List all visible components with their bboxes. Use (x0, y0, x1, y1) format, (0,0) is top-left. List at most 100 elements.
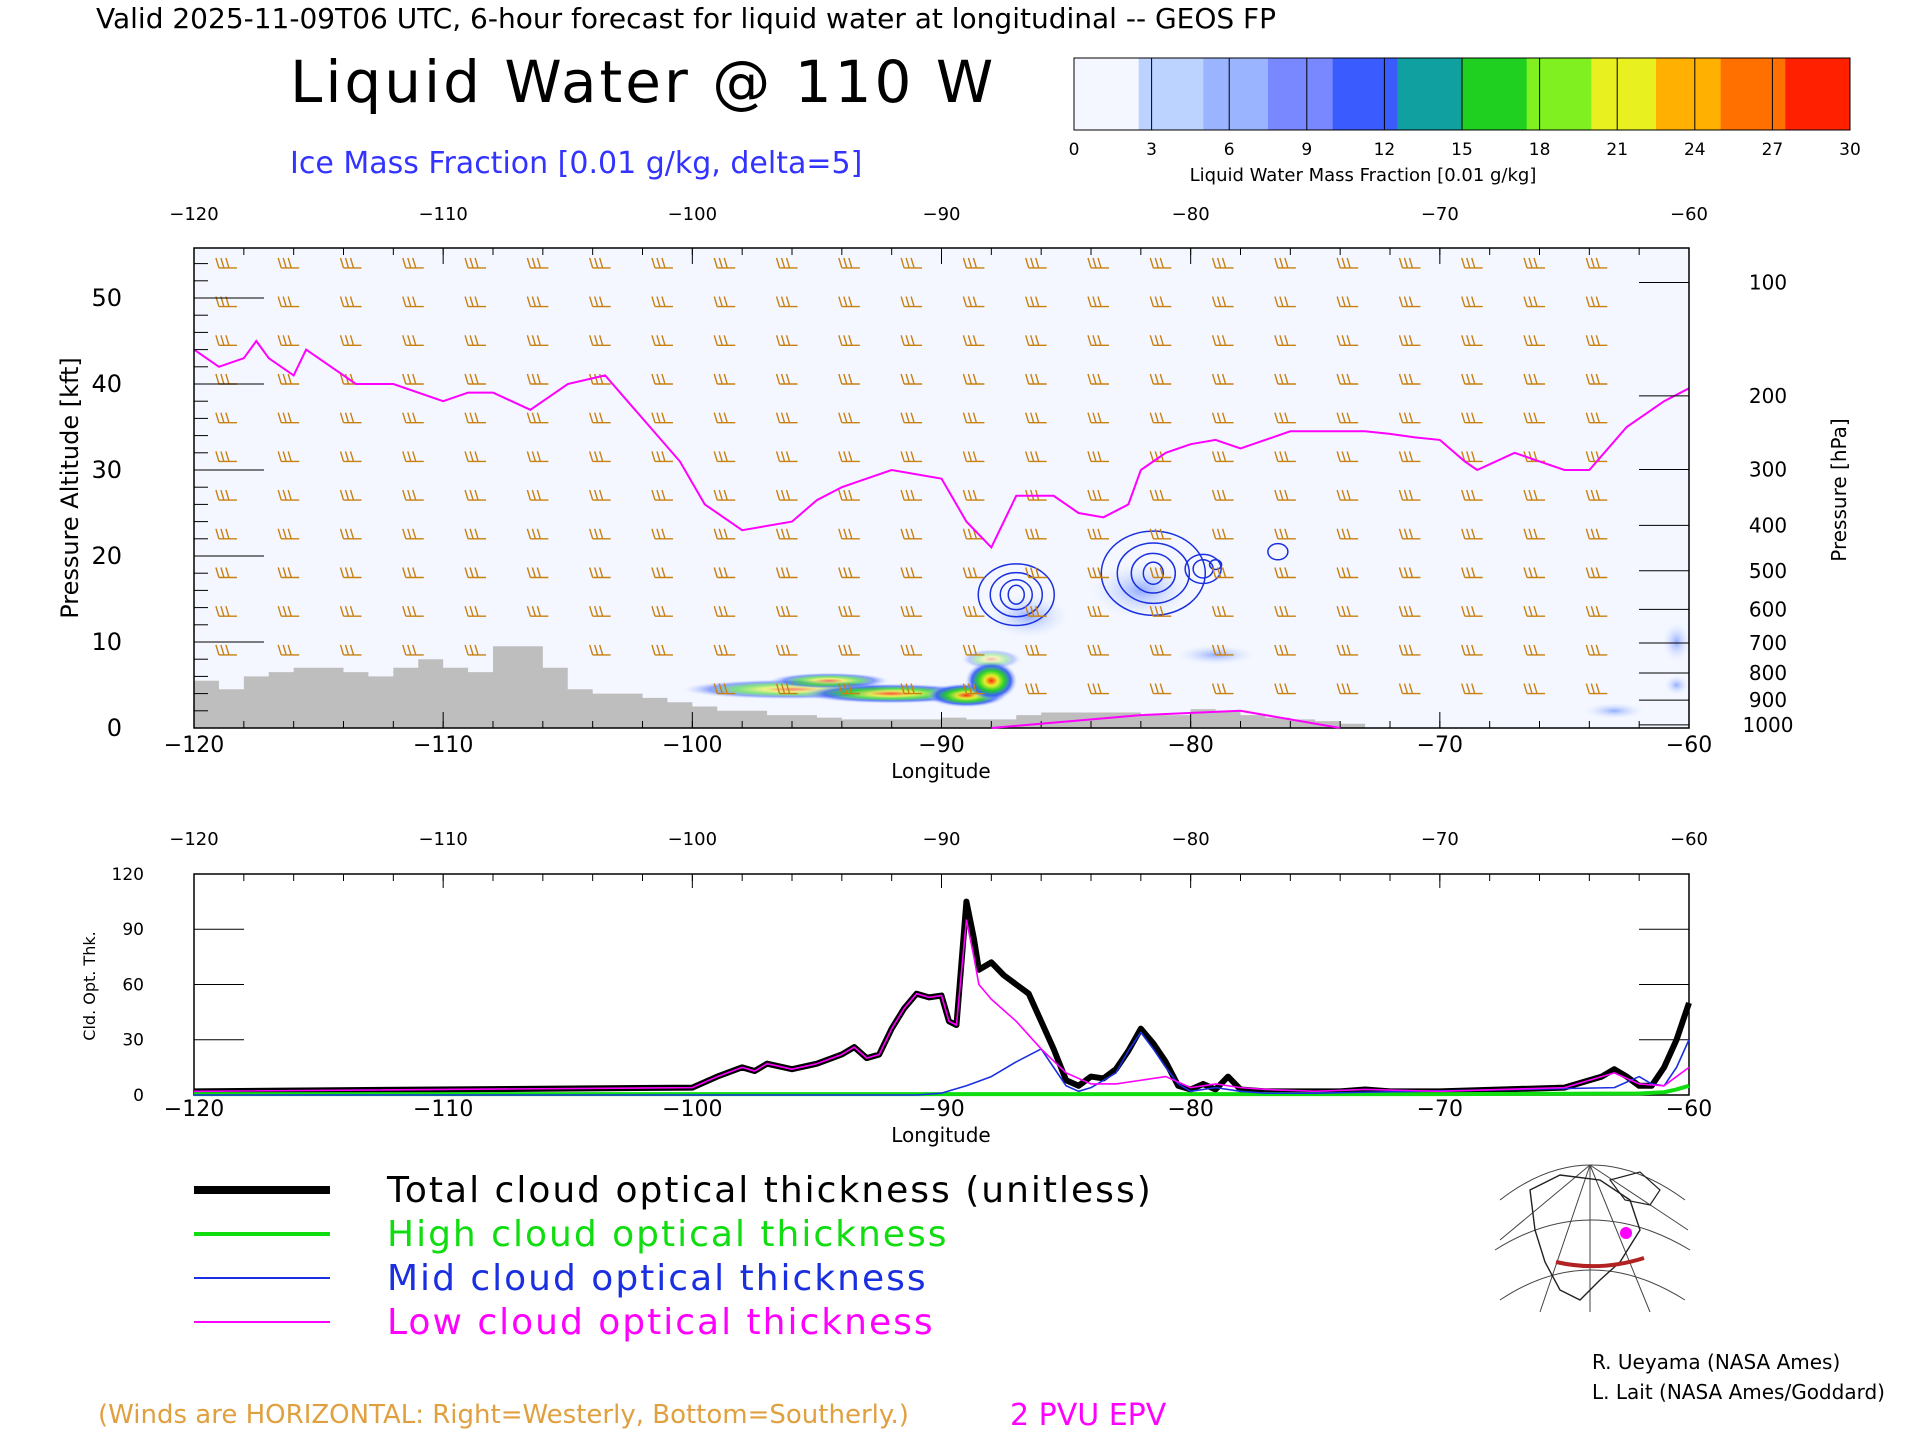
cross-section-top-tick-label: −70 (1421, 204, 1459, 225)
pvu-note: 2 PVU EPV (1010, 1398, 1167, 1433)
wind-barb-icon (402, 567, 424, 579)
wind-barb-icon (526, 296, 549, 308)
wind-barb-icon (1336, 373, 1359, 385)
ice-contour (1007, 584, 1025, 605)
cross-section-top-tick-label: −110 (418, 204, 467, 225)
wind-barb-icon (962, 412, 985, 424)
wind-barb-icon (1149, 335, 1172, 346)
wind-barb-icon (1087, 257, 1109, 269)
wind-barb-icon (651, 412, 673, 424)
wind-barb-icon (775, 605, 798, 617)
wind-barb-icon (1336, 335, 1359, 346)
wind-barb-icon (962, 451, 985, 463)
wind-barb-icon (1523, 373, 1546, 385)
wind-barb-icon (1398, 451, 1421, 463)
legend-label-high: High cloud optical thickness (387, 1214, 949, 1255)
wind-barb-icon (775, 567, 798, 579)
wind-barb-icon (526, 605, 549, 617)
wind-barb-icon (277, 296, 300, 308)
ice-field-blob (1584, 702, 1645, 719)
wind-barb-icon (526, 373, 549, 385)
wind-barb-icon (1523, 335, 1546, 346)
wind-barb-icon (1585, 412, 1608, 424)
wind-barb-icon (215, 296, 237, 308)
wind-barb-icon (1461, 412, 1483, 424)
wind-barb-icon (1211, 605, 1234, 617)
wind-barb-icon (775, 451, 798, 463)
wind-barb-icon (277, 451, 300, 463)
wind-barb-icon (402, 257, 424, 269)
wind-barb-icon (588, 257, 611, 269)
colorbar-tick-label: 9 (1301, 140, 1312, 160)
wind-barb-icon (713, 567, 736, 579)
wind-barb-icon (402, 296, 424, 308)
optical-thickness-x-tick-label: −110 (413, 1097, 473, 1122)
wind-barb-icon (1025, 257, 1047, 269)
wind-barb-icon (1585, 605, 1608, 617)
pressure-tick-label: 100 (1749, 270, 1787, 294)
legend: Total cloud optical thickness (unitless)… (190, 1170, 1210, 1370)
wind-barb-icon (1461, 528, 1483, 540)
cross-section-x-tick-label: −70 (1417, 733, 1463, 758)
wind-barb-icon (900, 489, 923, 501)
wind-barb-icon (713, 451, 736, 463)
wind-barb-icon (1025, 373, 1047, 385)
wind-barb-icon (1336, 528, 1359, 540)
wind-barb-icon (1398, 296, 1421, 308)
colorbar-segment (1397, 58, 1463, 130)
cross-section-top-tick-label: −90 (923, 204, 961, 225)
wind-barb-icon (1461, 373, 1483, 385)
wind-barb-icon (402, 528, 424, 540)
wind-barb-icon (1211, 412, 1234, 424)
wind-barb-icon (1211, 296, 1234, 308)
wind-barb-icon (588, 335, 611, 346)
epv-2pvu-line (193, 339, 1690, 550)
cross-section-xlabel: Longitude (891, 759, 990, 783)
wind-barb-icon (900, 412, 923, 424)
wind-barb-icon (962, 257, 985, 269)
wind-barb-icon (1274, 605, 1296, 617)
wind-barb-icon (838, 683, 860, 695)
wind-barb-icon (277, 605, 300, 617)
wind-barb-icon (1398, 644, 1421, 656)
wind-barb-icon (1585, 683, 1608, 695)
wind-barb-icon (526, 567, 549, 579)
terrain (194, 646, 1366, 728)
wind-barb-icon (1523, 567, 1546, 579)
colorbar-segment (1526, 58, 1592, 130)
colorbar-segment (1332, 58, 1398, 130)
optical-thickness-top-tick-label: −100 (668, 829, 717, 850)
wind-barb-icon (1087, 412, 1109, 424)
cross-section-x-tick-label: −100 (662, 733, 722, 758)
wind-barb-icon (215, 335, 237, 346)
wind-barb-icon (775, 257, 798, 269)
wind-barb-icon (526, 489, 549, 501)
colorbar-tick-label: 18 (1529, 140, 1551, 160)
optical-thickness-top-tick-label: −80 (1172, 829, 1210, 850)
wind-barb-icon (713, 335, 736, 346)
legend-label-total: Total cloud optical thickness (unitless) (387, 1170, 1153, 1211)
wind-barb-icon (339, 644, 362, 656)
optical-thickness-lines (193, 898, 1692, 1097)
wind-barb-icon (713, 489, 736, 501)
wind-barb-icon (838, 644, 860, 656)
wind-barb-icon (402, 412, 424, 424)
cross-section-x-tick-label: −90 (918, 733, 964, 758)
wind-barb-icon (900, 567, 923, 579)
wind-barb-icon (838, 257, 860, 269)
wind-barb-icon (1274, 335, 1296, 346)
pressure-tick-label: 600 (1749, 597, 1787, 621)
location-marker-icon (1620, 1227, 1632, 1239)
wind-barb-icon (1274, 412, 1296, 424)
wind-barb-icon (1398, 683, 1421, 695)
wind-barb-icon (339, 373, 362, 385)
cross-section-ylabel: Pressure Altitude [kft] (56, 357, 84, 619)
wind-barb-icon (838, 296, 860, 308)
wind-barb-icon (1149, 257, 1172, 269)
wind-barb-icon (526, 412, 549, 424)
wind-barb-icon (1149, 373, 1172, 385)
liquid-water-blob (769, 672, 890, 689)
wind-barb-icon (651, 335, 673, 346)
wind-barb-icon (838, 451, 860, 463)
wind-barb-icon (962, 528, 985, 540)
